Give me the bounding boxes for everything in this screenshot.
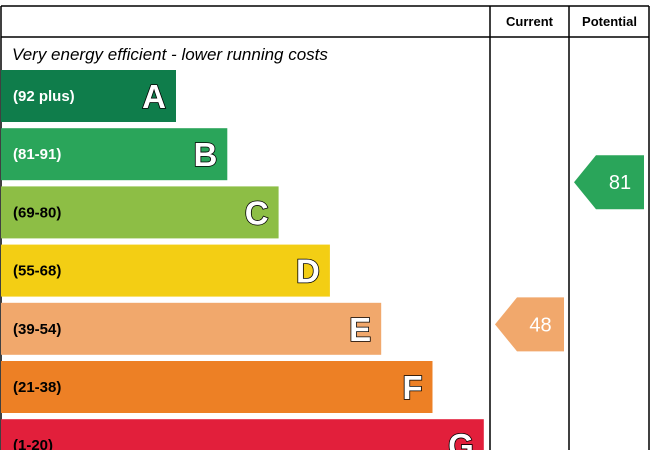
band-bar [1, 302, 382, 355]
band-range-label: (39-54) [13, 321, 61, 338]
column-header-current: Current [506, 14, 554, 29]
rating-markers: 48 81 [495, 155, 644, 352]
band-bar [1, 70, 176, 122]
band-letter-label: F [402, 369, 422, 406]
band-range-label: (55-68) [13, 263, 61, 280]
band-c: (69-80) C [1, 186, 279, 239]
band-range-label: (81-91) [13, 146, 61, 163]
band-letter-label: G [448, 427, 474, 450]
band-letter-label: B [193, 136, 217, 173]
rating-value-label: 48 [529, 314, 551, 336]
band-range-label: (69-80) [13, 204, 61, 221]
band-letter-label: A [142, 78, 166, 115]
band-a: (92 plus) A [1, 70, 176, 122]
efficiency-top-label: Very energy efficient - lower running co… [12, 45, 328, 64]
rating-potential: 81 [574, 155, 644, 210]
band-letter-label: C [245, 194, 269, 231]
band-bar [1, 128, 228, 181]
band-letter-label: E [349, 311, 371, 348]
rating-value-label: 81 [609, 172, 631, 194]
band-d: (55-68) D [1, 244, 330, 297]
column-header-potential: Potential [582, 14, 637, 29]
band-b: (81-91) B [1, 128, 228, 181]
rating-bands: (92 plus) A (81-91) B (69-80) C (55-68) D (39-54… [1, 70, 484, 450]
band-range-label: (21-38) [13, 379, 61, 396]
band-bar [1, 186, 279, 239]
band-g: (1-20) G [1, 419, 484, 450]
rating-arrow [495, 297, 564, 352]
band-e: (39-54) E [1, 302, 382, 355]
rating-arrow [574, 155, 644, 210]
band-range-label: (1-20) [13, 437, 53, 450]
rating-current: 48 [495, 297, 564, 352]
band-range-label: (92 plus) [13, 88, 75, 105]
band-bar [1, 419, 484, 450]
band-f: (21-38) F [1, 361, 433, 413]
band-bar [1, 244, 330, 297]
band-letter-label: D [296, 253, 320, 290]
band-bar [1, 361, 433, 413]
